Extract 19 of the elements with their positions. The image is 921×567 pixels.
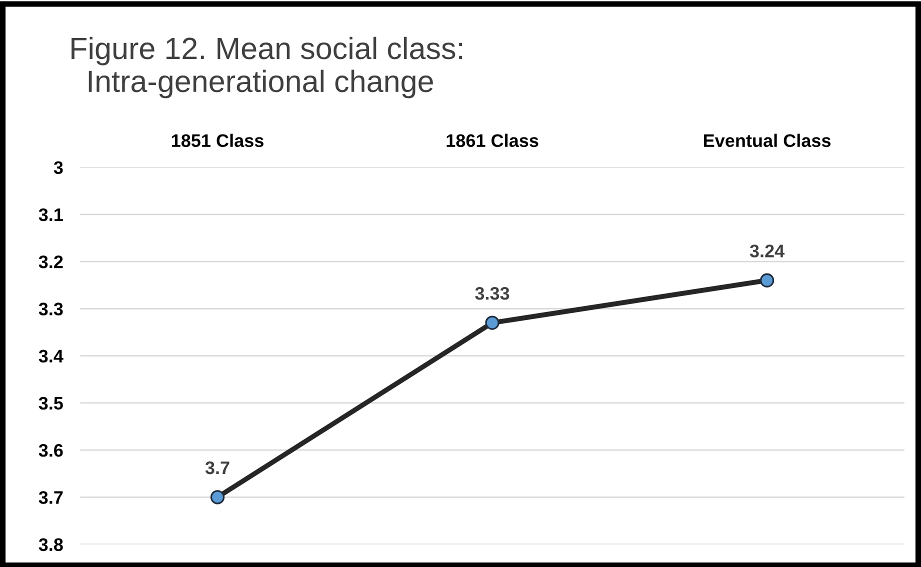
chart-title: Figure 12. Mean social class: Intra-generational change xyxy=(72,36,462,98)
y-tick-label: 3.8 xyxy=(38,538,63,552)
y-tick-label: 3.6 xyxy=(38,444,63,457)
y-tick-label: 3.1 xyxy=(38,208,63,222)
data-label: 3.24 xyxy=(750,244,785,258)
x-tick-label: 1851 Class xyxy=(172,134,264,148)
point xyxy=(210,490,225,504)
y-tick-label: 3.7 xyxy=(38,491,63,504)
x-tick-label: 1861 Class xyxy=(446,134,538,148)
y-tick-label: 3.5 xyxy=(38,396,63,410)
y-tick-label: 3 xyxy=(54,161,63,174)
data-label: 3.7 xyxy=(205,461,230,474)
y-tick-label: 3.4 xyxy=(38,350,64,363)
data-label: 3.33 xyxy=(475,287,510,300)
point xyxy=(485,316,500,330)
x-tick-label: Eventual Class xyxy=(704,134,831,148)
y-tick-label: 3.2 xyxy=(38,255,63,268)
y-tick-label: 3.3 xyxy=(38,302,63,316)
point xyxy=(760,273,774,288)
